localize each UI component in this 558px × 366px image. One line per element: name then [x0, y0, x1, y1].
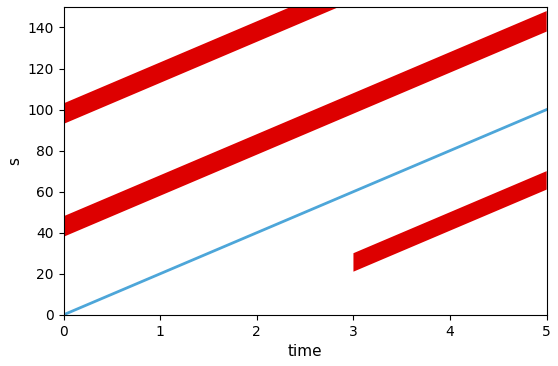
Y-axis label: s: s	[7, 157, 22, 165]
Polygon shape	[353, 171, 547, 272]
Polygon shape	[64, 11, 547, 237]
Polygon shape	[64, 0, 547, 124]
X-axis label: time: time	[288, 344, 323, 359]
